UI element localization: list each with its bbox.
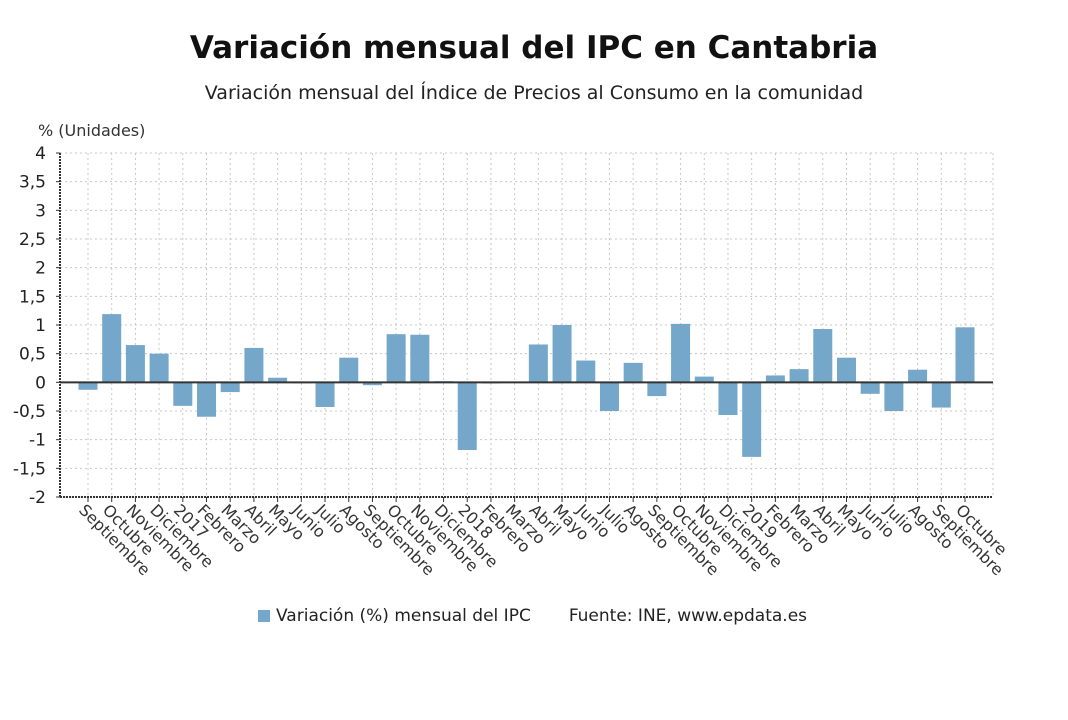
bar-37 (955, 327, 975, 383)
bar-7 (244, 347, 264, 383)
y-tick-label: -2 (29, 488, 46, 508)
bar-19 (528, 344, 548, 383)
bar-0 (78, 382, 98, 390)
y-tick-label: -1,5 (13, 459, 46, 479)
bar-13 (386, 334, 406, 383)
bar-23 (623, 362, 643, 383)
y-tick-label: 4 (35, 144, 46, 164)
bar-22 (599, 382, 619, 411)
bar-14 (410, 334, 430, 383)
bar-28 (742, 382, 762, 457)
bar-31 (813, 329, 833, 383)
y-tick-label: 2,5 (19, 230, 46, 250)
y-tick-label: 1,5 (19, 287, 46, 307)
bar-10 (315, 382, 335, 407)
bar-26 (694, 376, 714, 383)
y-tick-label: 1 (35, 316, 46, 336)
bar-29 (765, 375, 785, 383)
bar-chart: 43,532,521,510,50-0,5-1-1,5-2SeptiembreO… (13, 144, 1011, 579)
bar-36 (931, 382, 951, 408)
bar-11 (339, 357, 359, 383)
bar-12 (362, 382, 382, 386)
chart-subtitle: Variación mensual del Índice de Precios … (204, 82, 864, 104)
bar-16 (457, 382, 477, 450)
y-axis-label: % (Unidades) (38, 121, 146, 140)
bar-6 (220, 382, 240, 393)
legend-swatch (258, 610, 270, 622)
y-tick-label: 3 (35, 201, 46, 221)
bar-8 (268, 377, 288, 383)
y-tick-label: -0,5 (13, 402, 46, 422)
bar-35 (908, 369, 928, 383)
y-tick-label: -1 (29, 431, 46, 451)
bar-1 (102, 314, 122, 383)
bar-27 (718, 382, 738, 416)
bar-25 (671, 323, 691, 383)
bar-30 (789, 369, 809, 383)
bar-4 (173, 382, 193, 406)
legend: Variación (%) mensual del IPC Fuente: IN… (258, 606, 807, 626)
y-tick-label: 2 (35, 259, 46, 279)
y-tick-label: 0 (35, 373, 46, 393)
bar-34 (884, 382, 904, 411)
chart-title: Variación mensual del IPC en Cantabria (189, 30, 879, 66)
bar-33 (860, 382, 880, 394)
y-tick-label: 3,5 (19, 173, 46, 193)
legend-label: Variación (%) mensual del IPC (276, 606, 531, 626)
y-tick-label: 0,5 (19, 345, 46, 365)
bar-32 (836, 357, 856, 383)
bar-2 (125, 345, 145, 383)
bar-3 (149, 353, 169, 383)
bar-24 (647, 382, 667, 397)
bar-5 (197, 382, 217, 417)
source-note: Fuente: INE, www.epdata.es (568, 606, 808, 626)
bar-20 (552, 325, 572, 383)
bar-21 (576, 360, 596, 383)
